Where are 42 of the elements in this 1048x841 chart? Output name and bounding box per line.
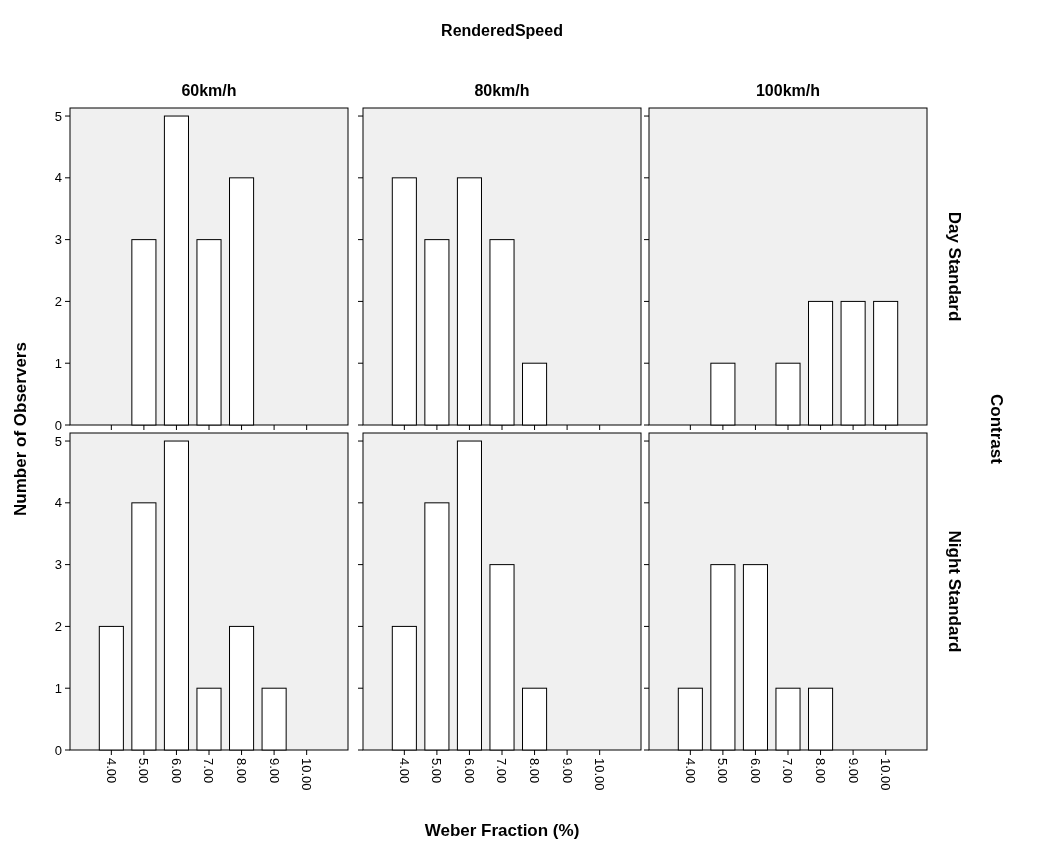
x-tick-label: 9.00: [845, 758, 861, 784]
x-tick-label: 6.00: [168, 758, 184, 784]
text: Night Standard: [945, 530, 964, 653]
y-tick-label: 2: [54, 293, 62, 309]
chart-title: 80km/h: [474, 82, 530, 99]
y-tick-label: 1: [54, 680, 62, 696]
y-tick-label: 4: [54, 495, 62, 511]
x-tick-label: 4.00: [396, 758, 412, 784]
y-tick-label: 2: [54, 618, 62, 634]
text: RenderedSpeed: [441, 22, 563, 39]
x-tick-label: 4.00: [103, 758, 119, 784]
y-tick-label: 4: [54, 170, 62, 186]
x-axis-title: Weber Fraction (%): [424, 821, 580, 840]
x-tick-label: 8.00: [234, 758, 249, 784]
x-tick-label: 4.00: [682, 758, 698, 784]
x-tick-label: 6.00: [461, 758, 477, 784]
x-tick-label: 9.00: [266, 758, 282, 784]
x-tick-label: 5.00: [429, 758, 445, 784]
x-tick-label: 5.00: [715, 758, 731, 784]
y-tick-label: 5: [54, 433, 62, 449]
x-tick-label: 7.00: [780, 758, 796, 784]
x-tick-label: 10.00: [878, 758, 894, 791]
x-tick-label: 10.00: [299, 758, 315, 791]
chart-title: 100km/h: [755, 82, 821, 99]
y-tick-label: 5: [54, 108, 62, 124]
x-tick-label: 8.00: [527, 758, 542, 784]
y-tick-label: 0: [54, 742, 62, 758]
chart-title: 60km/h: [181, 82, 237, 99]
text: Contrast: [987, 394, 1006, 465]
x-tick-label: 5.00: [136, 758, 152, 784]
y-tick-label: 1: [54, 355, 62, 371]
y-tick-label: 3: [54, 557, 62, 573]
x-tick-label: 6.00: [747, 758, 763, 784]
x-tick-label: 9.00: [559, 758, 575, 784]
text: Day Standard: [945, 211, 964, 322]
y-tick-label: 0: [54, 417, 62, 433]
x-tick-label: 8.00: [813, 758, 828, 784]
y-axis-title: Number of Observers: [11, 342, 30, 516]
x-tick-label: 10.00: [592, 758, 608, 791]
x-tick-label: 7.00: [201, 758, 217, 784]
y-tick-label: 3: [54, 232, 62, 248]
x-tick-label: 7.00: [494, 758, 510, 784]
